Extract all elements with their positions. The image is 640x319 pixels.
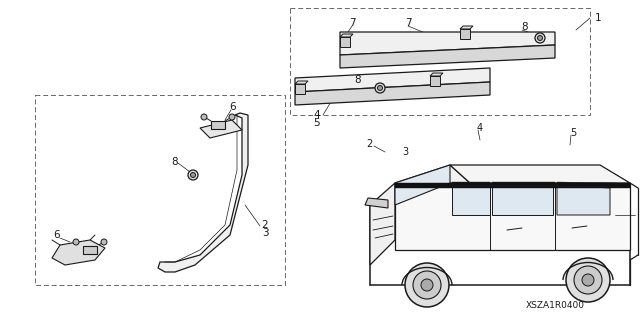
Text: 4: 4 [314,110,320,120]
Polygon shape [340,32,555,55]
Text: 7: 7 [349,18,355,28]
Polygon shape [365,198,388,208]
Bar [35,95,285,285]
Polygon shape [460,26,473,29]
Polygon shape [460,29,470,39]
Text: 8: 8 [172,157,179,167]
Polygon shape [452,182,490,186]
Polygon shape [370,183,395,265]
Text: 5: 5 [570,128,576,138]
Text: XSZA1R0400: XSZA1R0400 [525,300,584,309]
Polygon shape [295,84,305,94]
Circle shape [73,239,79,245]
Text: 3: 3 [262,228,268,238]
Circle shape [566,258,610,302]
Text: 2: 2 [262,220,268,230]
Polygon shape [52,240,105,265]
Polygon shape [158,113,248,272]
Circle shape [535,33,545,43]
Polygon shape [340,37,350,47]
Circle shape [582,274,594,286]
Polygon shape [430,73,443,76]
Circle shape [201,114,207,120]
Polygon shape [492,182,555,186]
Polygon shape [395,183,630,250]
Polygon shape [492,185,553,215]
Polygon shape [430,76,440,86]
Circle shape [405,263,449,307]
Circle shape [538,35,543,41]
Bar [290,8,590,115]
Text: 8: 8 [355,75,362,85]
Text: 6: 6 [230,102,236,112]
Polygon shape [557,185,610,215]
Polygon shape [200,120,242,138]
Circle shape [375,83,385,93]
Polygon shape [450,165,630,183]
Polygon shape [340,34,353,37]
Text: 3: 3 [402,147,408,157]
Polygon shape [395,165,470,183]
Polygon shape [395,183,630,188]
Circle shape [188,170,198,180]
Text: 6: 6 [54,230,60,240]
Circle shape [574,266,602,294]
Polygon shape [557,182,618,187]
Polygon shape [295,82,490,105]
Circle shape [413,271,441,299]
Polygon shape [340,45,555,68]
Circle shape [421,279,433,291]
Text: 1: 1 [595,13,602,23]
Circle shape [101,239,107,245]
Polygon shape [295,68,490,92]
Polygon shape [395,165,450,205]
Polygon shape [295,81,308,84]
Text: 4: 4 [477,123,483,133]
Text: 8: 8 [522,22,528,32]
Circle shape [378,85,383,91]
Text: 5: 5 [314,118,320,128]
Text: 2: 2 [366,139,372,149]
Circle shape [191,173,195,177]
Polygon shape [211,121,225,129]
Polygon shape [452,185,490,215]
Text: 7: 7 [404,18,412,28]
Polygon shape [83,246,97,254]
Circle shape [229,114,235,120]
